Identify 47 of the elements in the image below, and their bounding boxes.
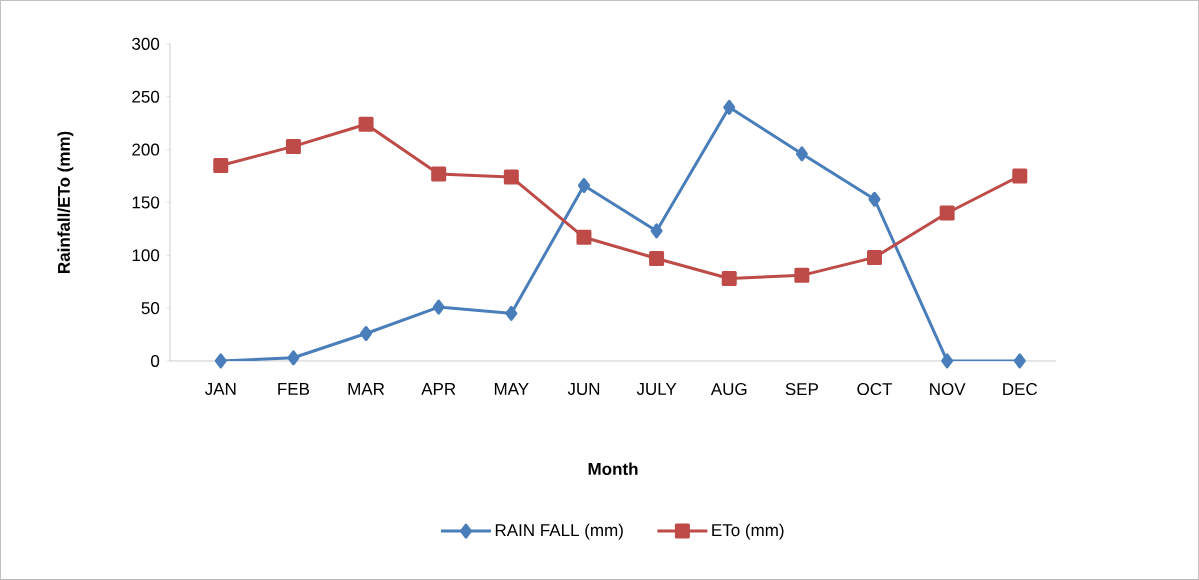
point (868, 191, 881, 207)
point (939, 205, 955, 221)
x-tick-label: MAY (494, 383, 529, 395)
point (723, 99, 736, 115)
x-axis-title: Month (588, 462, 638, 476)
point (1012, 168, 1028, 184)
x-tick-label: FEB (278, 383, 310, 395)
legend-label: RAIN FALL (mm) (495, 523, 623, 540)
legend-label: ETo (mm) (712, 523, 784, 540)
x-tick-label: MAR (348, 383, 385, 395)
x-tick-label: OCT (857, 383, 893, 396)
y-tick-label: 150 (132, 196, 160, 209)
point (1013, 353, 1026, 369)
point (867, 249, 883, 265)
point (213, 157, 229, 173)
point (287, 350, 300, 366)
x-tick-label: NOV (930, 383, 966, 396)
y-tick-label: 250 (132, 90, 160, 103)
point (650, 223, 663, 239)
x-tick-label: DEC (1003, 383, 1038, 396)
point (431, 166, 447, 182)
point (358, 116, 374, 132)
x-tick-label: APR (421, 383, 456, 395)
y-tick-label: 50 (141, 302, 160, 315)
y-tick-label: 100 (132, 249, 160, 262)
x-tick-label: JAN (204, 383, 236, 395)
point (503, 169, 519, 185)
point (505, 305, 518, 321)
point (360, 326, 373, 342)
y-tick-label: 300 (132, 37, 160, 50)
y-axis-title: Rainfall/ETo (mm) (57, 131, 74, 273)
point (432, 299, 445, 315)
point (576, 229, 592, 245)
point (214, 353, 227, 369)
point (649, 250, 665, 266)
y-tick-label: 0 (151, 354, 160, 368)
point (794, 267, 810, 283)
x-tick-label: JULY (636, 383, 677, 395)
y-tick-label: 200 (132, 143, 160, 156)
point (285, 138, 301, 154)
x-tick-label: SEP (785, 383, 818, 396)
point (795, 146, 808, 162)
x-tick-label: JUN (567, 383, 600, 395)
point (721, 271, 737, 287)
point (941, 353, 954, 369)
point (577, 178, 590, 194)
x-tick-label: AUG (710, 383, 747, 396)
